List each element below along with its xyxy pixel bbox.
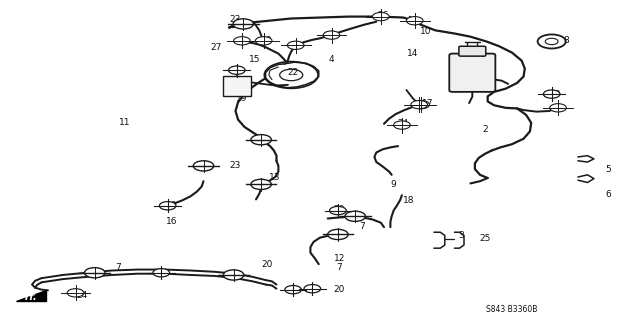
Text: 7: 7: [337, 263, 342, 272]
Text: 20: 20: [166, 201, 177, 210]
Circle shape: [411, 100, 428, 109]
Text: 15: 15: [249, 55, 260, 63]
Text: 1: 1: [481, 50, 486, 59]
Text: 4: 4: [329, 55, 334, 63]
Circle shape: [153, 269, 170, 277]
Text: 27: 27: [211, 43, 222, 52]
Text: 23: 23: [230, 15, 241, 24]
Circle shape: [372, 12, 389, 21]
Text: 6: 6: [605, 190, 611, 199]
Circle shape: [287, 41, 304, 49]
Text: 8: 8: [564, 36, 569, 45]
Text: 24: 24: [397, 119, 409, 128]
Circle shape: [394, 121, 410, 129]
Circle shape: [345, 211, 365, 221]
Text: 3: 3: [458, 231, 463, 240]
Circle shape: [330, 206, 346, 215]
Text: Fr.: Fr.: [24, 292, 37, 302]
Text: 26: 26: [377, 11, 388, 20]
Bar: [223, 76, 251, 96]
Circle shape: [543, 90, 560, 98]
FancyBboxPatch shape: [459, 46, 486, 56]
Text: 18: 18: [403, 196, 414, 205]
Circle shape: [328, 229, 348, 240]
Circle shape: [323, 31, 340, 39]
Circle shape: [304, 285, 321, 293]
Text: 20: 20: [550, 90, 561, 99]
Circle shape: [251, 135, 271, 145]
Text: 13: 13: [269, 173, 281, 182]
Circle shape: [550, 104, 566, 112]
Circle shape: [233, 19, 253, 29]
Text: 11: 11: [119, 118, 131, 127]
Text: 20: 20: [333, 285, 345, 294]
Text: 14: 14: [407, 49, 419, 58]
Text: 22: 22: [287, 68, 299, 77]
Text: 24: 24: [76, 291, 88, 300]
Text: 16: 16: [166, 217, 177, 226]
Circle shape: [159, 202, 176, 210]
Text: 28: 28: [260, 36, 271, 45]
Text: 10: 10: [420, 27, 431, 36]
Text: 20: 20: [333, 205, 345, 214]
Circle shape: [223, 270, 244, 280]
Text: S843 B3360B: S843 B3360B: [486, 305, 538, 314]
Text: 7: 7: [116, 263, 121, 272]
Circle shape: [251, 179, 271, 189]
Text: 9: 9: [391, 180, 396, 189]
FancyBboxPatch shape: [449, 54, 495, 92]
Text: 21: 21: [236, 81, 248, 90]
Circle shape: [84, 268, 105, 278]
Text: 12: 12: [333, 254, 345, 263]
Text: 25: 25: [479, 234, 491, 243]
Circle shape: [193, 161, 214, 171]
Text: 7: 7: [359, 222, 364, 231]
Circle shape: [413, 100, 429, 109]
Circle shape: [228, 66, 245, 74]
Text: 17: 17: [422, 99, 433, 108]
Circle shape: [255, 37, 272, 45]
Text: 23: 23: [230, 161, 241, 170]
Circle shape: [67, 289, 84, 297]
Text: 2: 2: [483, 125, 488, 134]
Text: 19: 19: [236, 94, 248, 103]
Text: 20: 20: [262, 260, 273, 269]
Text: 5: 5: [605, 165, 611, 174]
Circle shape: [285, 286, 301, 294]
Circle shape: [234, 37, 250, 45]
Polygon shape: [16, 290, 46, 301]
Circle shape: [406, 17, 423, 25]
